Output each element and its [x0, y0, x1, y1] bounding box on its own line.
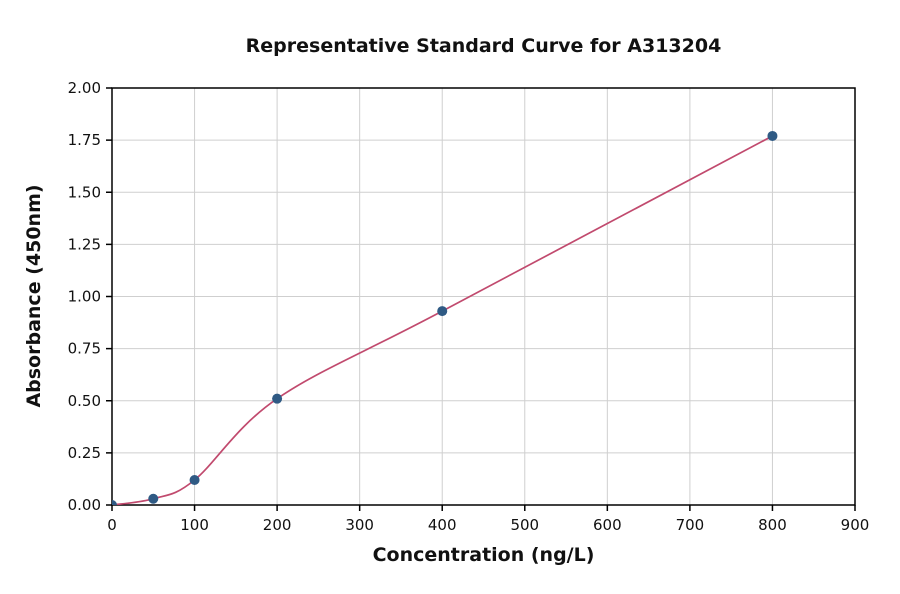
y-tick-label: 0.50 — [68, 392, 101, 410]
x-tick-label: 800 — [758, 516, 787, 534]
data-point — [148, 493, 159, 504]
y-tick-label: 0.00 — [68, 496, 101, 514]
x-tick-label: 600 — [593, 516, 622, 534]
tick-labels: 0 100 200 300 400 500 600 700 800 900 0.00 0.25 0.50… — [68, 79, 870, 534]
x-tick-label: 200 — [263, 516, 292, 534]
data-point — [112, 500, 117, 505]
y-tick-label: 0.75 — [68, 340, 101, 358]
data-point — [437, 306, 448, 317]
axis-ticks — [106, 87, 856, 511]
y-tick-label: 1.25 — [68, 235, 101, 253]
x-tick-label: 700 — [676, 516, 705, 534]
y-tick-label: 1.75 — [68, 131, 101, 149]
x-tick-label: 500 — [510, 516, 539, 534]
y-tick-label: 0.25 — [68, 444, 101, 462]
data-point — [767, 130, 778, 141]
y-tick-label: 2.00 — [68, 79, 101, 97]
x-axis-label: Concentration (ng/L) — [372, 544, 595, 566]
data-point — [272, 393, 283, 404]
x-tick-label: 300 — [345, 516, 374, 534]
x-tick-label: 400 — [428, 516, 457, 534]
x-tick-label: 0 — [107, 516, 117, 534]
chart-title: Representative Standard Curve for A31320… — [245, 35, 722, 57]
data-point — [189, 474, 200, 485]
y-tick-label: 1.50 — [68, 183, 101, 201]
data-points — [112, 130, 778, 505]
x-tick-label: 100 — [180, 516, 209, 534]
y-tick-label: 1.00 — [68, 288, 101, 306]
x-tick-label: 900 — [841, 516, 870, 534]
